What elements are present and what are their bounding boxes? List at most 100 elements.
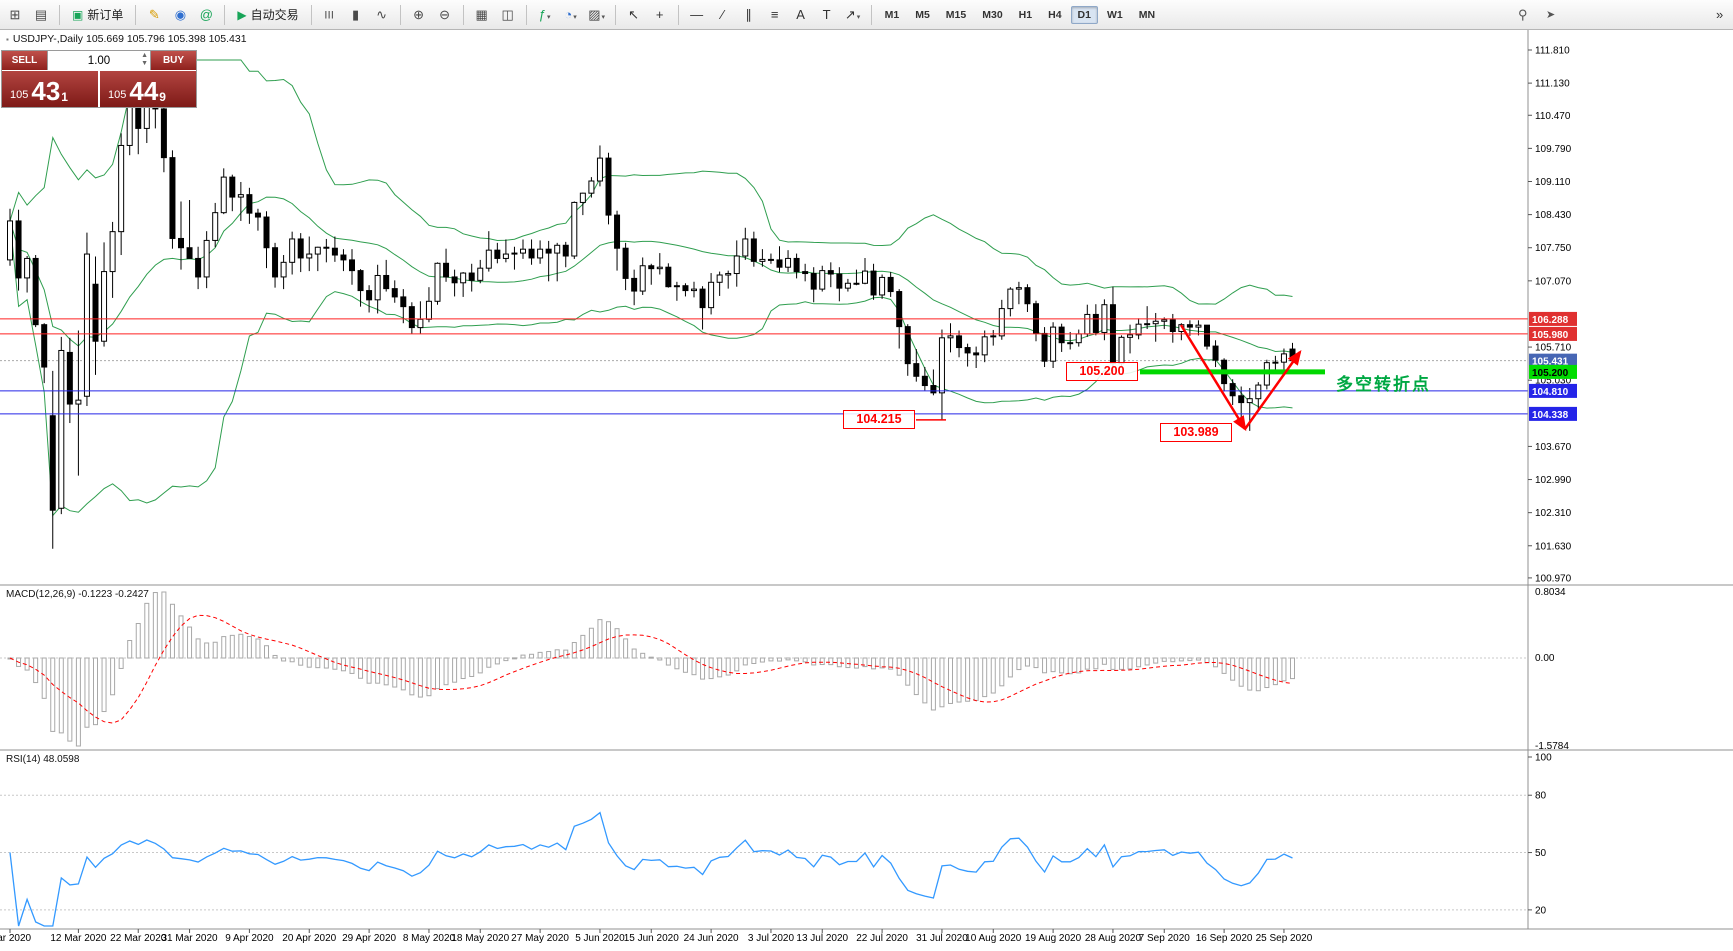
- annotation-price-103989[interactable]: 103.989: [1160, 423, 1232, 442]
- text-icon[interactable]: A: [788, 3, 814, 27]
- candle-body: [1118, 336, 1125, 365]
- macd-bar: [631, 648, 637, 659]
- new-order-button[interactable]: ▣ 新订单: [65, 4, 130, 26]
- rsi-axis-label: 20: [1535, 905, 1547, 916]
- candles-icon[interactable]: ▮: [343, 3, 369, 27]
- macd-bar: [597, 619, 603, 659]
- macd-bar: [1067, 657, 1073, 675]
- macd-bar: [956, 657, 962, 703]
- trend-arrow-object[interactable]: [1179, 324, 1247, 432]
- price-axis-label: 102.990: [1535, 475, 1572, 486]
- candle-body: [665, 266, 672, 288]
- macd-bar: [212, 641, 218, 659]
- new-chart-icon[interactable]: ⊞: [2, 3, 28, 27]
- chart-type-group: ||| ▮ ∿: [317, 3, 395, 27]
- timeframe-button-m1[interactable]: M1: [884, 8, 900, 21]
- channel-icon[interactable]: ∥: [736, 3, 762, 27]
- timeframe-button-h1[interactable]: H1: [1018, 8, 1033, 21]
- trendline-icon: ∕: [721, 6, 724, 22]
- macd-bar: [717, 657, 723, 678]
- macd-bar: [871, 657, 877, 670]
- timeframe-button-m15[interactable]: M15: [945, 8, 967, 21]
- annotation-turning-point-note[interactable]: 多空转折点: [1336, 375, 1431, 394]
- volume-field[interactable]: 1.00 ▲ ▼: [47, 51, 151, 70]
- candle-body: [1015, 287, 1022, 290]
- arrows-icon[interactable]: ↗▾: [840, 3, 866, 27]
- timeframe-button-w1[interactable]: W1: [1106, 8, 1123, 21]
- tile-windows-icon[interactable]: ◫: [495, 3, 521, 27]
- annotation-price-105200[interactable]: 105.200: [1066, 362, 1138, 381]
- timeframe-button-h4[interactable]: H4: [1048, 8, 1062, 21]
- buy-price-button[interactable]: 105 44 9: [100, 71, 196, 107]
- template-button[interactable]: ▨▾: [584, 3, 610, 27]
- indicators-button[interactable]: ƒ▾: [532, 3, 558, 27]
- market-watch-icon[interactable]: ◉: [167, 3, 193, 27]
- macd-bar: [1016, 657, 1022, 671]
- timeframe-button-m5[interactable]: M5: [915, 8, 930, 21]
- candle-body: [819, 270, 826, 290]
- candle-body: [990, 335, 997, 338]
- timeframe-button-d1[interactable]: D1: [1070, 5, 1098, 24]
- candle-body: [1058, 326, 1065, 344]
- zoom-in-icon[interactable]: ⊕: [406, 3, 432, 27]
- timeframe-button-mn[interactable]: MN: [1138, 8, 1156, 21]
- macd-bar: [221, 636, 227, 659]
- cursor-icon[interactable]: ↖: [621, 3, 647, 27]
- sell-price-button[interactable]: 105 43 1: [2, 71, 98, 107]
- buy-button[interactable]: BUY: [151, 51, 196, 70]
- candle-body: [7, 220, 13, 261]
- volume-up-button[interactable]: ▲: [141, 52, 148, 59]
- chart-canvas[interactable]: 111.810 111.130 110.470 109.790 109.110 108.4…: [0, 30, 1733, 951]
- candle-body: [759, 258, 766, 262]
- toolbar-overflow-icon[interactable]: »: [1716, 7, 1724, 22]
- price-tag: [1529, 353, 1577, 368]
- zoom-in-icon: ⊕: [413, 6, 425, 22]
- candle-body: [212, 212, 219, 241]
- crosshair-icon[interactable]: +: [647, 3, 673, 27]
- pointer-icon[interactable]: ➤: [1546, 9, 1556, 21]
- fibonacci-icon[interactable]: ≡: [762, 3, 788, 27]
- annotation-price-104215[interactable]: 104.215: [843, 410, 915, 429]
- price-tag: [1529, 364, 1577, 379]
- grid-icon[interactable]: ▦: [469, 3, 495, 27]
- macd-bar: [845, 657, 851, 669]
- macd-bar: [1076, 657, 1082, 674]
- candle-body: [41, 324, 48, 368]
- search-icon[interactable]: ⚲: [1518, 7, 1528, 22]
- bollinger-lower-band: [9, 220, 1293, 517]
- profiles-icon[interactable]: ▤: [28, 3, 54, 27]
- macd-bar: [101, 657, 107, 713]
- macd-bar: [332, 657, 338, 670]
- trendline-icon[interactable]: ∕: [710, 3, 736, 27]
- candle-body: [502, 253, 509, 259]
- toolbar-separator: [614, 4, 616, 25]
- candle-body: [32, 257, 39, 326]
- metaeditor-icon[interactable]: ✎: [141, 3, 167, 27]
- community-icon[interactable]: @: [193, 3, 219, 27]
- candle-body: [1075, 333, 1082, 344]
- macd-bar: [1024, 657, 1030, 667]
- sell-button[interactable]: SELL: [2, 51, 47, 70]
- line-chart-icon[interactable]: ∿: [369, 3, 395, 27]
- macd-signal-line: [9, 614, 1293, 724]
- autotrading-button[interactable]: ▶ 自动交易: [230, 4, 305, 26]
- candle-body: [964, 347, 971, 354]
- volume-down-button[interactable]: ▼: [141, 60, 148, 67]
- macd-bar: [665, 657, 671, 666]
- trend-arrow-object[interactable]: [1243, 349, 1302, 430]
- toolbar-separator: [870, 4, 872, 25]
- candle-body: [289, 238, 296, 263]
- zoom-out-icon[interactable]: ⊖: [432, 3, 458, 27]
- channel-icon: ∥: [745, 6, 752, 22]
- timeframe-button-m30[interactable]: M30: [982, 8, 1003, 21]
- macd-bar: [118, 657, 124, 669]
- macd-bar: [700, 657, 706, 680]
- hline-icon[interactable]: —: [684, 3, 710, 27]
- period-button[interactable]: ◔▾: [558, 3, 584, 27]
- bars-icon[interactable]: |||: [317, 3, 343, 27]
- macd-bar: [417, 657, 423, 698]
- candle-body: [485, 249, 492, 269]
- candle-body: [862, 270, 868, 284]
- candle-body: [75, 399, 82, 405]
- label-icon[interactable]: T: [814, 3, 840, 27]
